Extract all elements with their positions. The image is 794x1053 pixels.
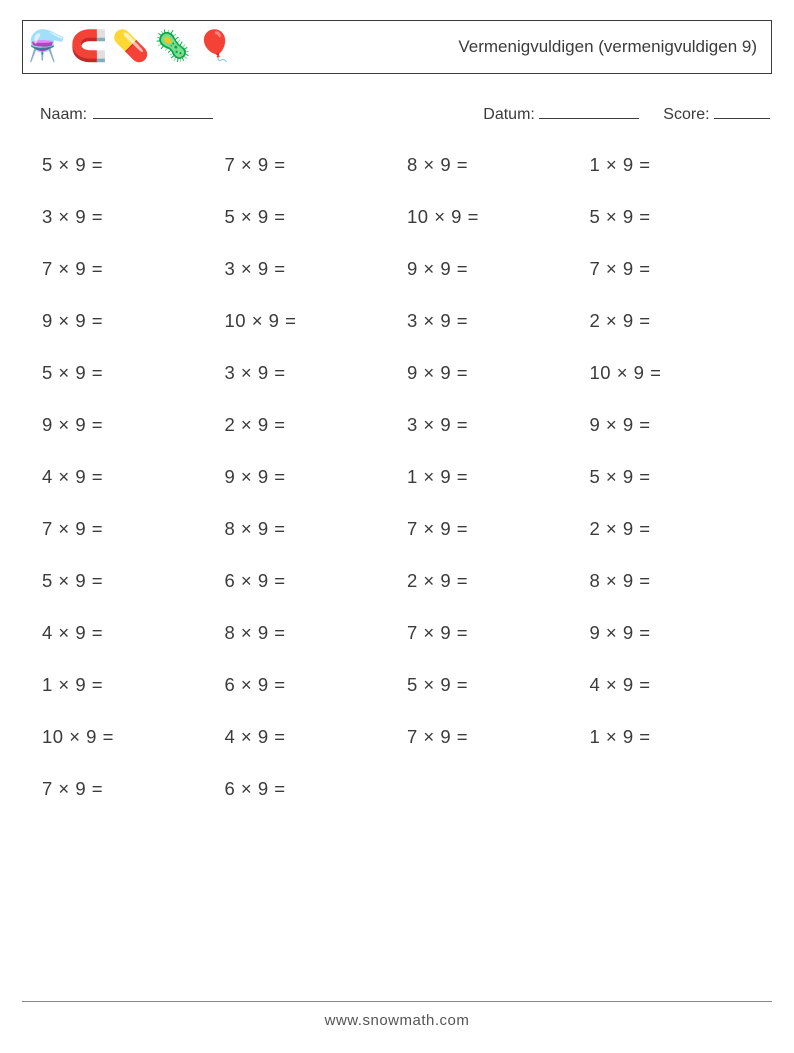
balloons-icon: 🎈 (197, 29, 233, 65)
problem-cell: 9 × 9 = (407, 258, 590, 280)
date-field: Datum: (483, 102, 639, 124)
problem-cell: 8 × 9 = (225, 518, 408, 540)
problem-cell: 2 × 9 = (590, 310, 773, 332)
problem-cell: 6 × 9 = (225, 570, 408, 592)
name-field: Naam: (40, 102, 213, 124)
footer-rule (22, 1001, 772, 1002)
name-blank[interactable] (93, 102, 213, 119)
problem-cell: 7 × 9 = (42, 258, 225, 280)
problem-cell: 9 × 9 = (42, 310, 225, 332)
problems-grid: 5 × 9 =7 × 9 =8 × 9 =1 × 9 =3 × 9 =5 × 9… (22, 154, 772, 800)
problem-cell: 3 × 9 = (225, 362, 408, 384)
worksheet-page: ⚗️🧲💊🦠🎈 Vermenigvuldigen (vermenigvuldige… (0, 0, 794, 1053)
problem-cell: 9 × 9 = (42, 414, 225, 436)
problem-cell: 1 × 9 = (590, 726, 773, 748)
microbe-icon: 🦠 (155, 29, 191, 65)
problem-cell: 10 × 9 = (590, 362, 773, 384)
problem-cell: 7 × 9 = (407, 726, 590, 748)
problem-cell: 1 × 9 = (590, 154, 773, 176)
problem-cell: 5 × 9 = (225, 206, 408, 228)
problem-cell: 6 × 9 = (225, 674, 408, 696)
problem-cell (590, 778, 773, 800)
problem-cell: 3 × 9 = (42, 206, 225, 228)
magnet-icon: 🧲 (71, 29, 107, 65)
problem-cell: 8 × 9 = (590, 570, 773, 592)
problem-cell: 8 × 9 = (225, 622, 408, 644)
problem-cell: 4 × 9 = (42, 466, 225, 488)
problem-cell: 3 × 9 = (407, 310, 590, 332)
problem-cell: 7 × 9 = (225, 154, 408, 176)
problem-cell: 8 × 9 = (407, 154, 590, 176)
header-box: ⚗️🧲💊🦠🎈 Vermenigvuldigen (vermenigvuldige… (22, 20, 772, 74)
problem-cell: 5 × 9 = (590, 206, 773, 228)
problem-cell: 5 × 9 = (42, 570, 225, 592)
score-label: Score: (663, 106, 709, 123)
worksheet-title: Vermenigvuldigen (vermenigvuldigen 9) (458, 37, 757, 57)
problem-cell: 4 × 9 = (225, 726, 408, 748)
footer-text: www.snowmath.com (0, 1012, 794, 1029)
problem-cell: 9 × 9 = (590, 414, 773, 436)
pill-icon: 💊 (113, 29, 149, 65)
problem-cell: 9 × 9 = (407, 362, 590, 384)
problem-cell: 3 × 9 = (225, 258, 408, 280)
problem-cell: 2 × 9 = (407, 570, 590, 592)
problem-cell: 5 × 9 = (407, 674, 590, 696)
score-field: Score: (663, 102, 770, 124)
problem-cell: 9 × 9 = (225, 466, 408, 488)
problem-cell (407, 778, 590, 800)
problem-cell: 3 × 9 = (407, 414, 590, 436)
problem-cell: 7 × 9 = (590, 258, 773, 280)
problem-cell: 10 × 9 = (225, 310, 408, 332)
problem-cell: 5 × 9 = (42, 362, 225, 384)
problem-cell: 7 × 9 = (42, 518, 225, 540)
problem-cell: 4 × 9 = (42, 622, 225, 644)
problem-cell: 7 × 9 = (407, 622, 590, 644)
problem-cell: 1 × 9 = (42, 674, 225, 696)
problem-cell: 9 × 9 = (590, 622, 773, 644)
problem-cell: 7 × 9 = (42, 778, 225, 800)
problem-cell: 2 × 9 = (590, 518, 773, 540)
problem-cell: 5 × 9 = (590, 466, 773, 488)
date-blank[interactable] (539, 102, 639, 119)
problem-cell: 6 × 9 = (225, 778, 408, 800)
problem-cell: 7 × 9 = (407, 518, 590, 540)
header-icons: ⚗️🧲💊🦠🎈 (29, 29, 233, 65)
problem-cell: 10 × 9 = (42, 726, 225, 748)
date-label: Datum: (483, 106, 535, 123)
problem-cell: 1 × 9 = (407, 466, 590, 488)
score-blank[interactable] (714, 102, 770, 119)
problem-cell: 4 × 9 = (590, 674, 773, 696)
problem-cell: 5 × 9 = (42, 154, 225, 176)
footer: www.snowmath.com (0, 1001, 794, 1029)
problem-cell: 10 × 9 = (407, 206, 590, 228)
problem-cell: 2 × 9 = (225, 414, 408, 436)
flask-icon: ⚗️ (29, 29, 65, 65)
info-row: Naam: Datum: Score: (22, 102, 772, 124)
name-label: Naam: (40, 106, 87, 124)
